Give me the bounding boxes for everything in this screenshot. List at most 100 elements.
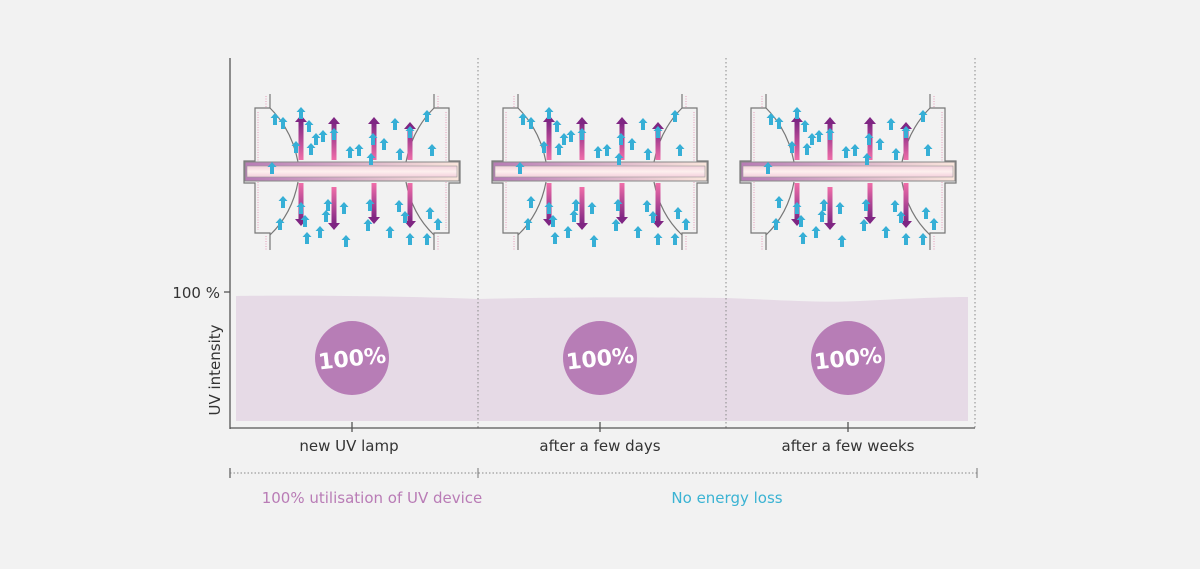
small-arrow-up-icon bbox=[670, 233, 680, 245]
small-arrow-up-icon bbox=[323, 199, 333, 211]
arrow-up-icon bbox=[328, 117, 340, 124]
small-arrow-up-icon bbox=[379, 138, 389, 150]
small-arrow-up-icon bbox=[433, 218, 443, 230]
small-arrow-up-icon bbox=[901, 126, 911, 138]
small-arrow-up-icon bbox=[304, 120, 314, 132]
small-arrow-up-icon bbox=[670, 110, 680, 122]
small-arrow-up-icon bbox=[841, 146, 851, 158]
small-arrow-up-icon bbox=[368, 133, 378, 145]
small-arrow-up-icon bbox=[544, 107, 554, 119]
small-arrow-up-icon bbox=[278, 117, 288, 129]
small-arrow-up-icon bbox=[365, 199, 375, 211]
small-arrow-up-icon bbox=[395, 148, 405, 160]
intensity-circle bbox=[563, 321, 637, 395]
small-arrow-up-icon bbox=[642, 200, 652, 212]
small-arrow-up-icon bbox=[425, 207, 435, 219]
arrow-up-icon bbox=[616, 117, 628, 124]
small-arrow-up-icon bbox=[787, 141, 797, 153]
small-arrow-up-icon bbox=[653, 233, 663, 245]
small-arrow-up-icon bbox=[394, 200, 404, 212]
small-arrow-up-icon bbox=[291, 141, 301, 153]
small-arrow-up-icon bbox=[518, 113, 528, 125]
uv-lamp-illustration bbox=[739, 94, 957, 250]
small-arrow-up-icon bbox=[817, 210, 827, 222]
small-arrow-up-icon bbox=[311, 133, 321, 145]
small-arrow-up-icon bbox=[593, 146, 603, 158]
arrow-up-icon bbox=[576, 117, 588, 124]
small-arrow-up-icon bbox=[329, 128, 339, 140]
small-arrow-up-icon bbox=[577, 128, 587, 140]
arrow-up-icon bbox=[824, 117, 836, 124]
arrow-up-icon bbox=[864, 117, 876, 124]
small-arrow-up-icon bbox=[807, 133, 817, 145]
small-arrow-up-icon bbox=[422, 110, 432, 122]
utilisation-text: 100% utilisation of UV device bbox=[262, 489, 483, 507]
small-arrow-up-icon bbox=[526, 196, 536, 208]
small-arrow-up-icon bbox=[390, 118, 400, 130]
energy-loss-text: No energy loss bbox=[671, 489, 782, 507]
small-arrow-up-icon bbox=[763, 162, 773, 174]
small-arrow-up-icon bbox=[681, 218, 691, 230]
small-arrow-up-icon bbox=[569, 210, 579, 222]
small-arrow-up-icon bbox=[633, 226, 643, 238]
small-arrow-up-icon bbox=[616, 133, 626, 145]
stage-label: new UV lamp bbox=[299, 437, 398, 455]
small-arrow-up-icon bbox=[864, 133, 874, 145]
small-arrow-up-icon bbox=[771, 218, 781, 230]
small-arrow-up-icon bbox=[554, 143, 564, 155]
small-arrow-up-icon bbox=[405, 126, 415, 138]
small-arrow-up-icon bbox=[881, 226, 891, 238]
small-arrow-up-icon bbox=[405, 233, 415, 245]
small-arrow-up-icon bbox=[270, 113, 280, 125]
arrow-up-icon bbox=[652, 122, 664, 129]
small-arrow-up-icon bbox=[802, 143, 812, 155]
small-arrow-up-icon bbox=[539, 141, 549, 153]
small-arrow-up-icon bbox=[859, 219, 869, 231]
small-arrow-up-icon bbox=[552, 120, 562, 132]
small-arrow-up-icon bbox=[587, 202, 597, 214]
small-arrow-up-icon bbox=[929, 218, 939, 230]
y-axis-label: UV intensity bbox=[206, 324, 224, 415]
small-arrow-up-icon bbox=[614, 153, 624, 165]
small-arrow-up-icon bbox=[918, 110, 928, 122]
small-arrow-up-icon bbox=[427, 144, 437, 156]
small-arrow-up-icon bbox=[611, 219, 621, 231]
small-arrow-up-icon bbox=[837, 235, 847, 247]
intensity-circle bbox=[811, 321, 885, 395]
small-arrow-up-icon bbox=[675, 144, 685, 156]
small-arrow-up-icon bbox=[890, 200, 900, 212]
small-arrow-up-icon bbox=[921, 207, 931, 219]
small-arrow-up-icon bbox=[901, 233, 911, 245]
arrow-up-icon bbox=[404, 122, 416, 129]
small-arrow-up-icon bbox=[523, 218, 533, 230]
arrow-down-icon bbox=[864, 217, 876, 224]
small-arrow-up-icon bbox=[875, 138, 885, 150]
small-arrow-up-icon bbox=[315, 226, 325, 238]
small-arrow-up-icon bbox=[896, 211, 906, 223]
small-arrow-up-icon bbox=[825, 128, 835, 140]
arrow-down-icon bbox=[576, 223, 588, 230]
y-tick-label: 100 % bbox=[172, 284, 220, 302]
small-arrow-up-icon bbox=[602, 144, 612, 156]
uv-lamp-illustration bbox=[243, 94, 461, 250]
small-arrow-up-icon bbox=[296, 202, 306, 214]
small-arrow-up-icon bbox=[643, 148, 653, 160]
small-arrow-up-icon bbox=[526, 117, 536, 129]
small-arrow-up-icon bbox=[321, 210, 331, 222]
small-arrow-up-icon bbox=[861, 199, 871, 211]
small-arrow-up-icon bbox=[800, 120, 810, 132]
small-arrow-up-icon bbox=[766, 113, 776, 125]
small-arrow-up-icon bbox=[571, 199, 581, 211]
small-arrow-up-icon bbox=[296, 107, 306, 119]
arrow-down-icon bbox=[616, 217, 628, 224]
small-arrow-up-icon bbox=[363, 219, 373, 231]
small-arrow-up-icon bbox=[886, 118, 896, 130]
arrow-down-icon bbox=[368, 217, 380, 224]
footer-range bbox=[229, 468, 978, 478]
small-arrow-up-icon bbox=[798, 232, 808, 244]
small-arrow-up-icon bbox=[366, 153, 376, 165]
small-arrow-up-icon bbox=[302, 232, 312, 244]
stage-new-lamp: 100% new UV lamp bbox=[299, 321, 399, 455]
small-arrow-up-icon bbox=[267, 162, 277, 174]
